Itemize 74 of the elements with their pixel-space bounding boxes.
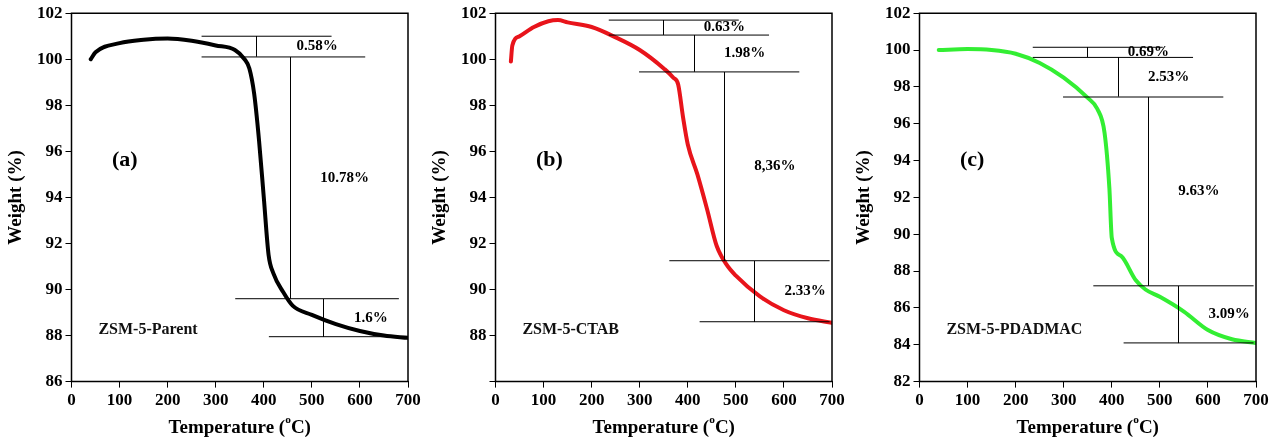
- x-tick-label: 500: [1147, 390, 1173, 410]
- y-tick-label: 92: [893, 186, 911, 206]
- y-tick-label: 102: [885, 2, 911, 22]
- y-tick-label: 90: [893, 223, 911, 243]
- y-axis-title: Weight (%): [3, 150, 26, 245]
- x-tick-label: 0: [915, 390, 924, 410]
- y-tick-label: 82: [893, 370, 911, 390]
- x-tick-label: 300: [626, 390, 653, 410]
- y-axis-title: Weight (%): [427, 150, 450, 245]
- x-tick-label: 300: [1050, 390, 1077, 410]
- y-tick-label: 96: [469, 140, 487, 160]
- x-tick-label: 100: [954, 390, 981, 410]
- y-tick-label: 98: [45, 94, 63, 114]
- x-tick-label: 400: [251, 390, 277, 410]
- annotation: 1.6%: [353, 308, 388, 325]
- x-tick-label: 700: [395, 390, 421, 410]
- y-tick-label: 88: [45, 324, 63, 344]
- y-tick-label: 100: [461, 48, 487, 68]
- y-tick-label: 98: [469, 94, 487, 114]
- x-tick-label: 400: [1099, 390, 1125, 410]
- y-tick-label: 88: [469, 324, 487, 344]
- y-axis-title: Weight (%): [851, 150, 874, 245]
- y-tick-label: 92: [469, 232, 487, 252]
- annotation: 2.33%: [784, 282, 826, 299]
- annotation: (a): [111, 146, 138, 172]
- x-tick-label: 100: [106, 390, 133, 410]
- y-tick-label: 102: [37, 2, 63, 22]
- annotation: 1.98%: [724, 44, 766, 61]
- y-tick-label: 102: [461, 2, 487, 22]
- x-tick-label: 200: [154, 390, 181, 410]
- y-tick-label: 86: [893, 297, 911, 317]
- y-tick-label: 90: [45, 278, 63, 298]
- text: ZSM-5-PDADMAC: [946, 320, 1083, 338]
- y-tick-label: 88: [893, 260, 911, 280]
- y-tick-label: 92: [45, 232, 63, 252]
- x-tick-label: 200: [1002, 390, 1029, 410]
- x-tick-label: 100: [530, 390, 557, 410]
- line-series: [936, 47, 1256, 345]
- annotation: 0.69%: [1127, 43, 1169, 60]
- y-tick-label: 84: [893, 334, 911, 354]
- y-tick-label: 100: [885, 39, 911, 59]
- annotation: 9.63%: [1178, 182, 1220, 199]
- line-series: [508, 18, 832, 325]
- x-tick-label: 600: [347, 390, 373, 410]
- y-tick-label: 94: [893, 149, 911, 169]
- annotation: (c): [959, 146, 985, 172]
- x-tick-label: 300: [202, 390, 229, 410]
- text: ZSM-5-CTAB: [522, 320, 620, 338]
- y-tick-label: 100: [37, 48, 63, 68]
- annotation: (b): [535, 146, 563, 172]
- y-tick-label: 96: [45, 140, 63, 160]
- y-tick-label: 94: [45, 186, 63, 206]
- x-tick-label: 400: [675, 390, 701, 410]
- x-tick-label: 700: [1243, 390, 1269, 410]
- x-tick-label: 0: [491, 390, 500, 410]
- y-tick-label: 90: [469, 278, 487, 298]
- x-tick-label: 0: [67, 390, 76, 410]
- annotation: 0.58%: [296, 37, 338, 54]
- x-tick-label: 600: [771, 390, 797, 410]
- annotation: 8,36%: [754, 157, 796, 174]
- y-tick-label: 98: [893, 76, 911, 96]
- annotation: 10.78%: [320, 168, 369, 185]
- x-tick-label: 600: [1195, 390, 1221, 410]
- x-tick-label: 200: [578, 390, 605, 410]
- annotation: 0.63%: [703, 18, 745, 35]
- annotation: 2.53%: [1148, 68, 1190, 85]
- x-tick-label: 500: [299, 390, 325, 410]
- x-tick-label: 700: [819, 390, 845, 410]
- x-tick-label: 500: [723, 390, 749, 410]
- y-tick-label: 96: [893, 113, 911, 133]
- y-tick-label: 86: [45, 370, 63, 390]
- text: ZSM-5-Parent: [98, 320, 199, 338]
- y-tick-label: 94: [469, 186, 487, 206]
- annotation: 3.09%: [1208, 305, 1250, 322]
